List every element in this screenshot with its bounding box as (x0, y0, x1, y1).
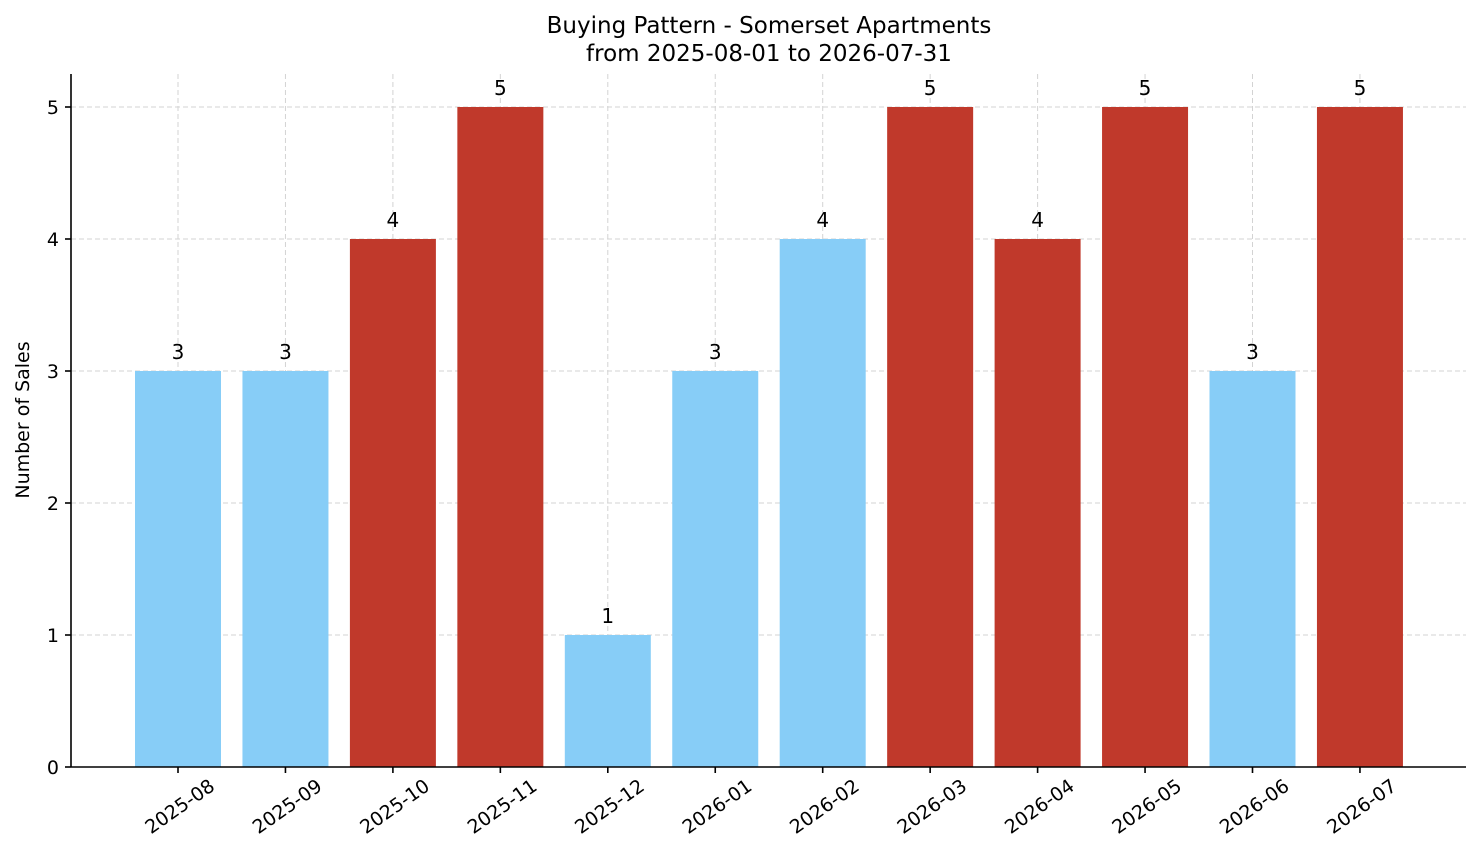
x-tick-label: 2026-05 (1108, 775, 1186, 839)
y-axis-label: Number of Sales (12, 341, 34, 498)
x-tick-label: 2025-09 (249, 775, 327, 839)
bar (672, 371, 759, 767)
bar (1316, 107, 1403, 767)
bar (779, 239, 866, 767)
x-tick-label: 2025-11 (464, 775, 542, 839)
y-tick-label: 5 (47, 97, 59, 119)
bar-value-label: 3 (1246, 340, 1259, 364)
chart-subtitle: from 2025-08-01 to 2026-07-31 (586, 41, 952, 67)
x-tick-label: 2026-02 (786, 775, 864, 839)
data-labels-layer: 3 3 4 5 1 3 4 5 4 5 3 5 (172, 76, 1367, 628)
bar (135, 371, 221, 767)
bar (349, 239, 436, 767)
axes-layer (70, 74, 1466, 768)
x-tick-label: 2025-12 (571, 775, 649, 839)
x-tick-label: 2026-07 (1323, 775, 1401, 839)
bar (242, 371, 329, 767)
bar-value-label: 1 (601, 604, 614, 628)
y-tick-label: 1 (47, 625, 59, 647)
x-tick-label: 2026-04 (1001, 775, 1079, 839)
x-tick-label: 2025-10 (356, 775, 434, 839)
bar-value-label: 5 (1139, 76, 1152, 100)
y-tick-label: 0 (47, 757, 59, 779)
bar (457, 107, 544, 767)
y-tick-label: 3 (47, 361, 59, 383)
bar-value-label: 5 (924, 76, 937, 100)
x-tick-label: 2026-03 (893, 775, 971, 839)
bar (994, 239, 1081, 767)
bar-value-label: 4 (816, 208, 829, 232)
bars-layer (135, 107, 1403, 767)
y-tick-label: 2 (47, 493, 59, 515)
bar-value-label: 3 (279, 340, 292, 364)
x-tick-label: 2025-08 (141, 775, 219, 839)
bar-value-label: 5 (1354, 76, 1367, 100)
bar-value-label: 4 (1031, 208, 1044, 232)
bar-value-label: 3 (172, 340, 185, 364)
bar-value-label: 3 (709, 340, 722, 364)
bar (887, 107, 974, 767)
y-tick-label: 4 (47, 229, 59, 251)
bar (564, 635, 651, 767)
bar (1102, 107, 1189, 767)
bar-value-label: 5 (494, 76, 507, 100)
bar (1209, 371, 1296, 767)
x-tick-label: 2026-01 (678, 775, 756, 839)
x-tick-label: 2026-06 (1216, 775, 1294, 839)
bar-value-label: 4 (387, 208, 400, 232)
chart-title: Buying Pattern - Somerset Apartments (547, 13, 992, 39)
